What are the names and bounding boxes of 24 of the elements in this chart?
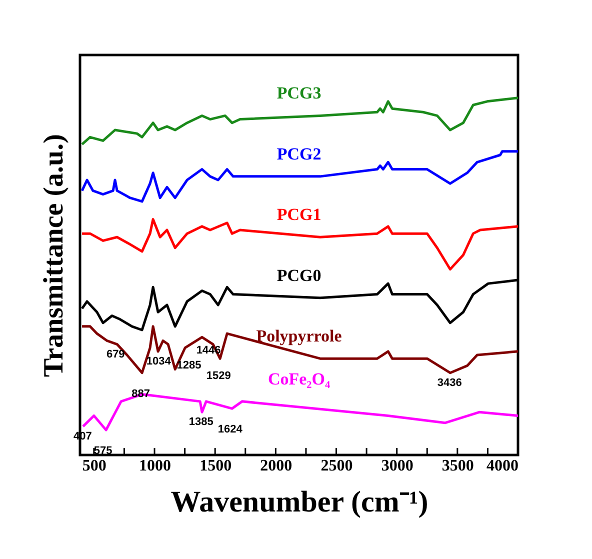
series-label: PCG1: [276, 205, 322, 224]
x-axis-title: Wavenumber (cm⁻¹): [170, 486, 428, 518]
y-axis-title: Transmittance (a.u.): [38, 134, 70, 377]
x-tick-label: 2500: [320, 458, 353, 474]
series-label: PCG3: [276, 84, 322, 103]
x-tick-label: 3500: [442, 458, 474, 474]
annotation: 3436: [437, 376, 462, 389]
x-tick-label: 1000: [139, 458, 172, 474]
annotation: 575: [94, 445, 112, 457]
x-tick-label: 500: [82, 458, 106, 474]
x-tick-label: 4000: [486, 458, 518, 474]
annotation: 679: [106, 348, 125, 360]
series-label: PCG2: [276, 144, 322, 164]
annotation: 1034: [146, 355, 172, 368]
annotation: 1529: [206, 370, 231, 382]
x-tick-label: 3000: [381, 458, 414, 474]
series-label: CoFe₂O₄: [268, 369, 330, 388]
annotation: 1624: [218, 424, 244, 436]
x-tick-label: 1500: [200, 458, 232, 474]
x-tick-label: 2000: [260, 458, 292, 474]
annotation: 1285: [176, 359, 202, 372]
series-label: PCG0: [276, 266, 322, 285]
annotation: 1385: [188, 416, 214, 428]
series-label: Polypyrrole: [256, 326, 342, 346]
